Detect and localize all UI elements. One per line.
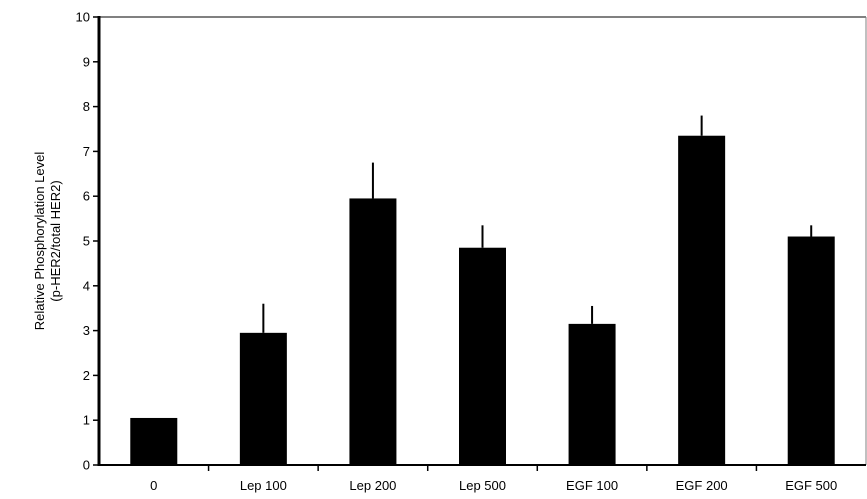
plot-frame — [99, 16, 867, 465]
y-tick-label: 4 — [83, 278, 90, 293]
x-tick-label: EGF 200 — [676, 478, 728, 493]
y-tick-label: 9 — [83, 54, 90, 69]
x-tick-label: EGF 500 — [785, 478, 837, 493]
bar-egf-500 — [787, 236, 835, 465]
bar-lep-200 — [349, 198, 397, 465]
y-tick-label: 1 — [83, 413, 90, 428]
x-ticks: 0 Lep 100 Lep 200 Lep 500 EGF 100 EGF 200 EGF … — [150, 465, 837, 493]
bar-lep-500 — [459, 247, 506, 465]
y-tick-label: 3 — [83, 323, 90, 338]
y-tick-label: 5 — [83, 234, 90, 249]
bars — [130, 135, 835, 465]
x-tick-label: Lep 500 — [459, 478, 506, 493]
y-tick-label: 8 — [83, 99, 90, 114]
bar-egf-200 — [678, 135, 726, 465]
x-tick-label: 0 — [150, 478, 157, 493]
x-tick-label: EGF 100 — [566, 478, 618, 493]
y-tick-label: 0 — [83, 458, 90, 473]
y-ticks: 0 1 2 3 4 5 6 7 8 9 10 — [76, 10, 99, 473]
y-tick-label: 2 — [83, 368, 90, 383]
y-tick-label: 7 — [83, 144, 90, 159]
y-axis-title-line-2: (p-HER2/total HER2) — [48, 180, 63, 301]
bar-0 — [130, 417, 178, 465]
bar-lep-100 — [239, 332, 287, 465]
bar-egf-100 — [568, 323, 616, 465]
y-tick-label: 6 — [83, 189, 90, 204]
y-axis-title: Relative Phosphorylation Level (p-HER2/t… — [32, 152, 63, 331]
x-tick-label: Lep 100 — [240, 478, 287, 493]
x-tick-label: Lep 200 — [349, 478, 396, 493]
y-tick-label: 10 — [76, 10, 90, 25]
y-axis-title-line-1: Relative Phosphorylation Level — [32, 152, 47, 331]
error-bars — [262, 115, 813, 333]
